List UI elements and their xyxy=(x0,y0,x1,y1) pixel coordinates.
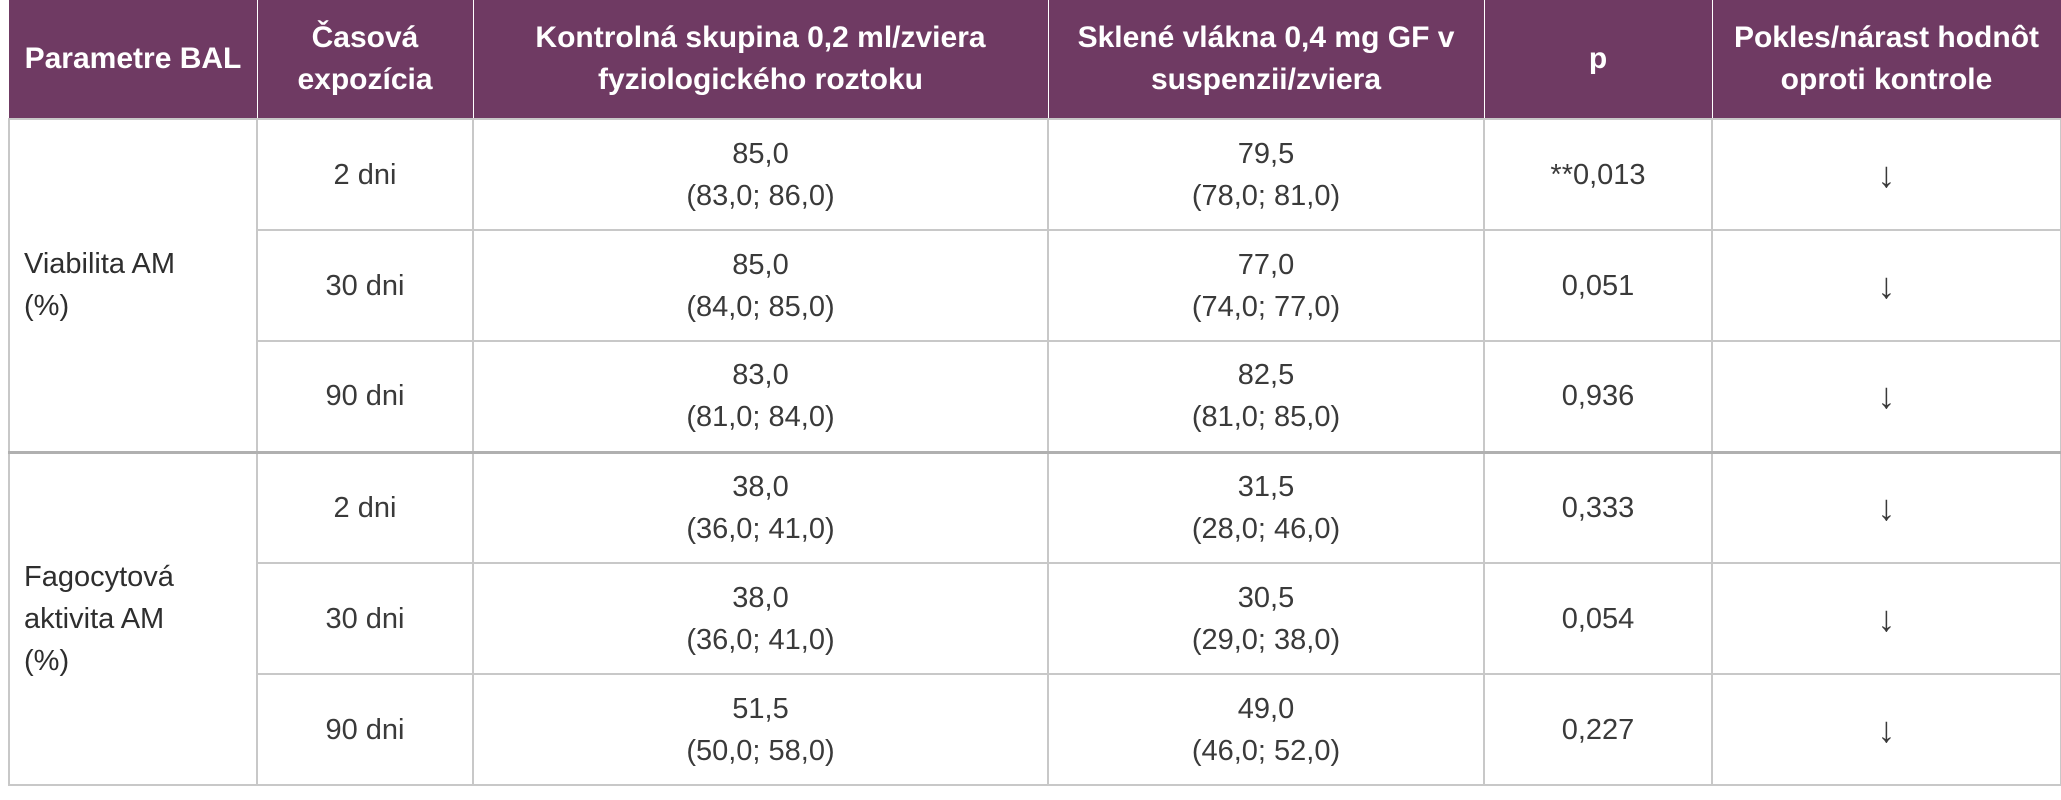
trend-down-arrow-icon: ↓ xyxy=(1711,450,2061,564)
table-container: Parametre BAL Časová expozícia Kontrolná… xyxy=(8,0,2061,786)
trend-down-arrow-icon: ↓ xyxy=(1711,340,2061,453)
p-value-cell: 0,936 xyxy=(1483,340,1713,453)
trend-down-arrow-icon: ↓ xyxy=(1711,562,2061,675)
table-row: Fagocytová aktivita AM (%) 2 dni 38,0 (3… xyxy=(8,450,2061,786)
gf-value-cell: 31,5 (28,0; 46,0) xyxy=(1047,450,1485,564)
trend-down-arrow-icon: ↓ xyxy=(1711,229,2061,342)
parameter-cell: Viabilita AM (%) xyxy=(8,118,258,453)
results-table: Parametre BAL Časová expozícia Kontrolná… xyxy=(8,0,2061,786)
table-row: Viabilita AM (%) 2 dni 85,0 (83,0; 86,0)… xyxy=(8,118,2061,453)
time-cell: 2 dni xyxy=(256,450,474,564)
header-p-value: p xyxy=(1483,0,1713,119)
header-glass-fibers: Sklené vlákna 0,4 mg GF v suspenzii/zvie… xyxy=(1047,0,1485,119)
gf-value-cell: 30,5 (29,0; 38,0) xyxy=(1047,562,1485,675)
control-value-cell: 38,0 (36,0; 41,0) xyxy=(472,450,1049,564)
header-trend: Pokles/nárast hodnôt oproti kontrole xyxy=(1711,0,2061,119)
gf-value-cell: 82,5 (81,0; 85,0) xyxy=(1047,340,1485,453)
control-value-cell: 85,0 (83,0; 86,0) xyxy=(472,118,1049,231)
table-row: 30 dni 85,0 (84,0; 85,0) 77,0 (74,0; 77,… xyxy=(9,229,2061,342)
header-parameter: Parametre BAL xyxy=(8,0,258,119)
p-value-cell: **0,013 xyxy=(1483,118,1713,231)
gf-value-cell: 79,5 (78,0; 81,0) xyxy=(1047,118,1485,231)
gf-value-cell: 77,0 (74,0; 77,0) xyxy=(1047,229,1485,342)
time-cell: 30 dni xyxy=(256,562,474,675)
control-value-cell: 51,5 (50,0; 58,0) xyxy=(472,673,1049,786)
header-control-group: Kontrolná skupina 0,2 ml/zviera fyziolog… xyxy=(472,0,1049,119)
header-time-exposure: Časová expozícia xyxy=(256,0,474,119)
time-cell: 2 dni xyxy=(256,118,474,231)
gf-value-cell: 49,0 (46,0; 52,0) xyxy=(1047,673,1485,786)
p-value-cell: 0,227 xyxy=(1483,673,1713,786)
p-value-cell: 0,054 xyxy=(1483,562,1713,675)
time-cell: 90 dni xyxy=(256,673,474,786)
trend-down-arrow-icon: ↓ xyxy=(1711,673,2061,786)
control-value-cell: 85,0 (84,0; 85,0) xyxy=(472,229,1049,342)
control-value-cell: 83,0 (81,0; 84,0) xyxy=(472,340,1049,453)
time-cell: 90 dni xyxy=(256,340,474,453)
table-row: 90 dni 51,5 (50,0; 58,0) 49,0 (46,0; 52,… xyxy=(9,673,2061,786)
p-value-cell: 0,051 xyxy=(1483,229,1713,342)
table-row: 90 dni 83,0 (81,0; 84,0) 82,5 (81,0; 85,… xyxy=(9,340,2061,453)
header-row: Parametre BAL Časová expozícia Kontrolná… xyxy=(8,0,2061,119)
time-cell: 30 dni xyxy=(256,229,474,342)
table-row: 30 dni 38,0 (36,0; 41,0) 30,5 (29,0; 38,… xyxy=(9,562,2061,675)
p-value-cell: 0,333 xyxy=(1483,450,1713,564)
parameter-cell: Fagocytová aktivita AM (%) xyxy=(8,450,258,786)
trend-down-arrow-icon: ↓ xyxy=(1711,118,2061,231)
control-value-cell: 38,0 (36,0; 41,0) xyxy=(472,562,1049,675)
